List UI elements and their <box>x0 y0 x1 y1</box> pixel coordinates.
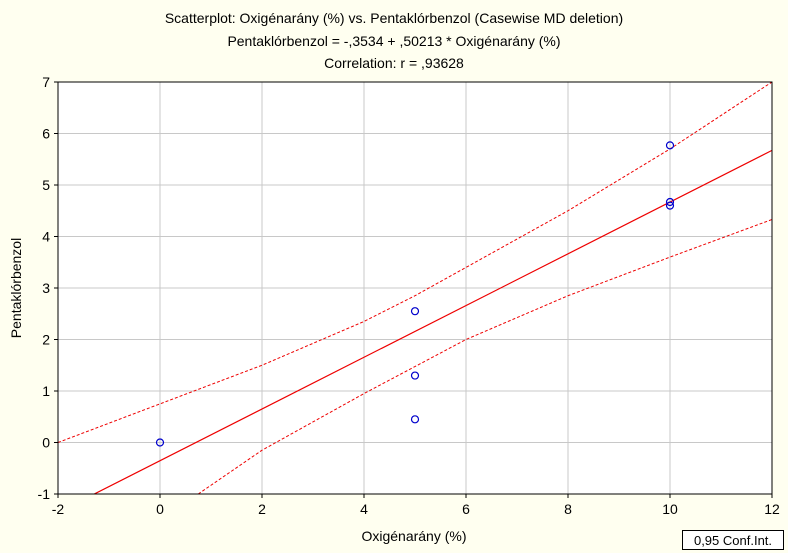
data-point <box>665 141 675 150</box>
x-tick-label: -2 <box>52 501 65 517</box>
chart-title: Scatterplot: Oxigénarány (%) vs. Pentakl… <box>164 10 624 26</box>
y-tick-label: 6 <box>42 126 50 142</box>
x-tick-label: 6 <box>462 501 470 517</box>
y-tick-label: 7 <box>42 74 50 90</box>
y-tick-label: -1 <box>38 486 51 502</box>
x-tick-label: 2 <box>258 501 266 517</box>
y-tick-label: 4 <box>42 229 50 245</box>
x-tick-label: 10 <box>662 501 678 517</box>
x-tick-label: 4 <box>360 501 368 517</box>
data-point <box>665 197 675 207</box>
conf-int-legend: 0,95 Conf.Int. <box>682 530 784 550</box>
y-tick-label: 3 <box>42 280 50 296</box>
data-point <box>410 415 420 424</box>
x-tick-label: 8 <box>564 501 572 517</box>
data-point <box>665 201 675 210</box>
confidence-band-lower <box>197 219 772 494</box>
x-tick-label: 12 <box>764 501 780 517</box>
confidence-band-upper <box>58 82 772 443</box>
data-point <box>410 307 420 316</box>
x-tick-label: 0 <box>156 501 164 517</box>
y-tick-label: 0 <box>42 435 50 451</box>
y-axis-label: Pentaklórbenzol <box>8 237 24 339</box>
data-point <box>410 371 420 380</box>
x-axis-label: Oxigénarány (%) <box>361 528 467 544</box>
correlation-text: Correlation: r = ,93628 <box>324 55 464 71</box>
data-point <box>155 438 165 447</box>
y-tick-label: 2 <box>42 332 50 348</box>
regression-equation: Pentaklórbenzol = -,3534 + ,50213 * Oxig… <box>227 33 561 49</box>
y-tick-label: 5 <box>42 177 50 193</box>
y-tick-label: 1 <box>42 383 50 399</box>
regression-line <box>92 149 772 494</box>
